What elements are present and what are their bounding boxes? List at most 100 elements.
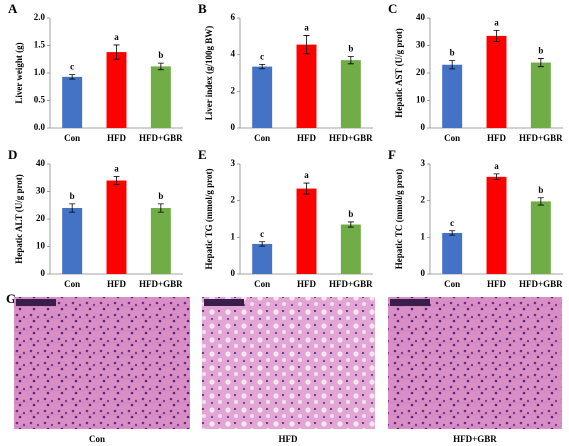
y-tick-label: 0 [41, 268, 46, 278]
error-bar [493, 29, 500, 42]
significance-letter: b [70, 191, 75, 201]
error-bar [157, 203, 164, 213]
bar [252, 243, 273, 274]
image-label: HFD+GBR [453, 434, 497, 444]
y-tick-label: 4 [231, 49, 236, 59]
y-tick-label: 0.0 [34, 122, 46, 132]
bar [62, 76, 83, 128]
x-tick-label: HFD [107, 279, 126, 289]
y-tick-label: 2 [231, 85, 236, 95]
x-tick-label: Con [64, 133, 80, 143]
error-bar [347, 221, 354, 228]
x-tick-label: HFD [487, 133, 506, 143]
bar [62, 208, 83, 274]
significance-letter: a [304, 22, 309, 32]
error-bar [303, 182, 310, 195]
y-axis-label: Hepatic AST (U/g prot) [394, 28, 404, 117]
x-tick-label: HFD [107, 133, 126, 143]
significance-letter: a [494, 161, 499, 171]
y-tick-label: 2.0 [34, 12, 46, 22]
x-tick-label: HFD+GBR [329, 133, 373, 143]
x-tick-label: Con [444, 133, 460, 143]
histology-image [388, 297, 562, 429]
y-tick-label: 20 [36, 213, 46, 223]
significance-letter: b [158, 191, 163, 201]
x-tick-label: HFD+GBR [139, 279, 183, 289]
histology-image [14, 297, 190, 429]
charts: A Liver weight (g) 0.0 0.5 1.0 1.5 2.0 c Con a HFD… [8, 1, 563, 289]
panel-letter: E [198, 147, 207, 162]
x-tick-label: Con [64, 279, 80, 289]
histology-image [202, 297, 375, 429]
significance-letter: a [114, 32, 119, 42]
significance-letter: b [348, 209, 353, 219]
significance-letter: c [70, 62, 74, 72]
error-bar [493, 173, 500, 181]
bar [340, 224, 361, 274]
y-axis-label: Liver index (g/100g BW) [204, 26, 214, 121]
x-tick-label: HFD+GBR [329, 279, 373, 289]
error-bar [259, 241, 266, 247]
error-bar [113, 175, 120, 186]
error-bar [537, 197, 544, 206]
error-bar [113, 44, 120, 60]
y-tick-label: 0 [421, 122, 426, 132]
error-bar [449, 230, 456, 236]
significance-letter: c [260, 229, 264, 239]
panel-letter: C [388, 1, 397, 16]
bar [486, 35, 507, 128]
bar [150, 66, 171, 128]
panel-letter: A [8, 1, 18, 16]
y-tick-label: 0.5 [34, 95, 46, 105]
x-tick-label: HFD [297, 279, 316, 289]
y-tick-label: 40 [416, 12, 426, 22]
y-tick-label: 20 [416, 67, 426, 77]
y-tick-label: 10 [416, 95, 426, 105]
error-bar [69, 203, 76, 213]
bar [106, 180, 127, 274]
y-tick-label: 10 [36, 241, 46, 251]
scale-bar [390, 299, 430, 306]
error-bar [449, 60, 456, 70]
y-tick-label: 3 [231, 158, 236, 168]
x-tick-label: HFD+GBR [519, 279, 563, 289]
error-bar [157, 62, 164, 71]
significance-letter: b [538, 185, 543, 195]
significance-letter: a [114, 163, 119, 173]
error-bar [259, 63, 266, 70]
bar [296, 44, 317, 129]
x-tick-label: HFD [297, 133, 316, 143]
panel-letter: G [6, 291, 16, 306]
image-label: Con [89, 434, 105, 444]
scale-bar [16, 299, 56, 306]
y-tick-label: 1 [421, 231, 426, 241]
bar [106, 52, 127, 128]
y-tick-label: 0 [421, 268, 426, 278]
y-tick-label: 3 [421, 158, 426, 168]
y-tick-label: 1 [231, 231, 236, 241]
x-tick-label: Con [444, 279, 460, 289]
bar [442, 64, 463, 128]
y-tick-label: 30 [416, 40, 426, 50]
error-bar [347, 56, 354, 65]
y-axis-label: Liver weight (g) [14, 42, 24, 103]
y-tick-label: 1.5 [34, 40, 46, 50]
bar [442, 232, 463, 274]
significance-letter: b [450, 48, 455, 58]
x-tick-label: HFD [487, 279, 506, 289]
y-axis-label: Hepatic TC (mmol/g prot) [394, 169, 404, 269]
bar [296, 188, 317, 274]
significance-letter: c [450, 218, 454, 228]
bar [340, 60, 361, 128]
y-tick-label: 2 [231, 195, 236, 205]
bar [150, 208, 171, 274]
y-axis-label: Hepatic ALT (U/g prot) [14, 174, 24, 264]
panel-letter: B [198, 1, 207, 16]
error-bar [537, 58, 544, 68]
significance-letter: b [538, 45, 543, 55]
bar [486, 176, 507, 274]
significance-letter: b [348, 44, 353, 54]
x-tick-label: Con [254, 279, 270, 289]
y-tick-label: 2 [421, 195, 426, 205]
